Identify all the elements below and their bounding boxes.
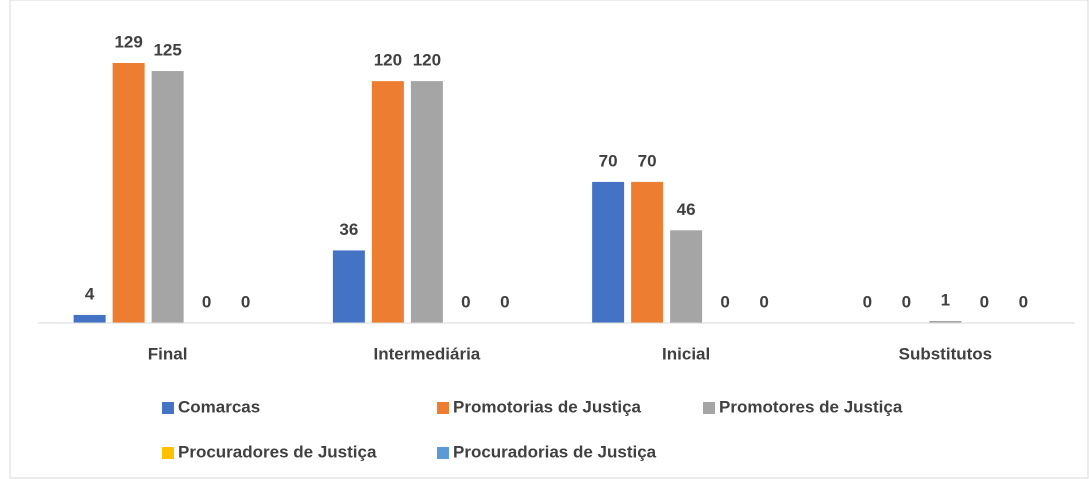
x-tick-label: Intermediária [373,344,480,363]
data-label: 4 [85,284,95,303]
data-label: 120 [374,51,402,70]
legend-swatch [162,447,174,459]
data-label: 0 [500,292,509,311]
legend-label: Comarcas [178,397,260,416]
data-label: 129 [114,32,142,51]
data-label: 36 [339,220,358,239]
bar [592,181,625,323]
data-label: 125 [153,41,181,60]
data-label: 0 [759,292,768,311]
data-label: 0 [980,292,989,311]
legend-label: Procuradores de Justiça [178,442,377,461]
data-label: 70 [638,151,657,170]
bar [670,230,703,323]
data-label: 0 [863,292,872,311]
data-label: 120 [413,51,441,70]
legend-label: Promotorias de Justiça [453,397,642,416]
data-label: 0 [202,292,211,311]
legend-swatch [162,402,174,414]
bar [929,320,962,323]
legend-swatch [703,402,715,414]
bar [73,314,106,323]
data-label: 0 [902,292,911,311]
legend-swatch [437,402,449,414]
x-tick-label: Substitutos [899,344,993,363]
bar [631,181,664,323]
bar [332,250,365,323]
data-label: 0 [461,292,470,311]
data-label: 0 [241,292,250,311]
bar [410,81,443,324]
data-label: 70 [599,151,618,170]
bar [151,71,184,323]
bar [371,81,404,324]
data-label: 0 [720,292,729,311]
x-tick-label: Final [148,344,188,363]
x-tick-label: Inicial [662,344,710,363]
data-label: 46 [677,200,696,219]
legend-swatch [437,447,449,459]
chart-frame [9,0,1089,479]
legend-label: Procuradorias de Justiça [453,442,657,461]
data-label: 1 [941,290,950,309]
legend-label: Promotores de Justiça [719,397,903,416]
data-label: 0 [1019,292,1028,311]
bar [112,63,145,323]
